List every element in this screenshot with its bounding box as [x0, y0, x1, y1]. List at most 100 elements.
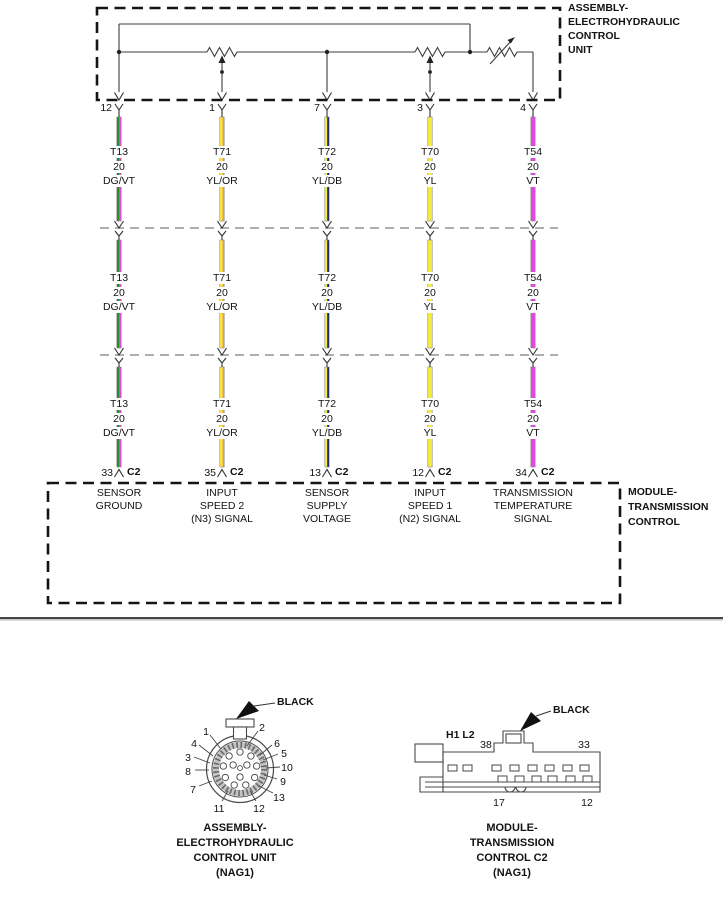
wire-circuit-label: T71: [209, 272, 235, 284]
wire-circuit-label: T72: [314, 146, 340, 158]
tap-up-arrow-icon: [218, 55, 434, 63]
bottom-pin-number: 12: [412, 467, 424, 479]
top-pin-number: 1: [209, 102, 215, 114]
rect-pin-number: 33: [578, 739, 590, 751]
wire-gauge-label: 20: [318, 161, 336, 173]
wire-gauge-label: 20: [110, 413, 128, 425]
round-connector-caption-line: CONTROL UNIT: [193, 852, 277, 864]
ecu-box-label-line: ELECTROHYDRAULIC: [568, 16, 680, 28]
round-connector-diagram: [193, 701, 281, 804]
round-pin-number: 2: [259, 722, 265, 734]
wire-color-label: YL: [420, 301, 440, 313]
signal-name-line: SPEED 2: [199, 500, 245, 512]
wire-gauge-label: 20: [213, 161, 231, 173]
bottom-pin-number: 35: [204, 467, 216, 479]
wire-circuit-label: T70: [417, 398, 443, 410]
bottom-pin-number: 34: [515, 467, 527, 479]
wire-circuit-label: T70: [417, 272, 443, 284]
black-connector-tag: BLACK: [277, 696, 314, 708]
round-pin-number: 3: [185, 752, 191, 764]
signal-name-line: (N3) SIGNAL: [191, 513, 253, 525]
black-arrow-icon: [236, 701, 276, 719]
wire-circuit-label: T72: [314, 398, 340, 410]
rect-connector-caption-line: TRANSMISSION: [469, 837, 555, 849]
ecu-internal-circuit: [113, 23, 539, 102]
module-box-label-line: MODULE-: [628, 486, 677, 498]
wire-color-label: YL/OR: [203, 301, 241, 313]
round-pin-number: 8: [185, 766, 191, 778]
wire-circuit-label: T54: [520, 398, 546, 410]
round-pin-number: 7: [190, 784, 196, 796]
wire-color-label: VT: [523, 175, 543, 187]
module-box-border: [46, 481, 622, 605]
bottom-pin-number: 13: [309, 467, 321, 479]
wire-gauge-label: 20: [421, 413, 439, 425]
signal-name-line: SUPPLY: [306, 500, 348, 512]
wire-gauge-label: 20: [421, 287, 439, 299]
connector-symbols: [114, 103, 538, 478]
top-pin-number: 3: [417, 102, 423, 114]
ecu-box-label-line: UNIT: [568, 44, 593, 56]
signal-name-line: GROUND: [95, 500, 143, 512]
bottom-connector-label: C2: [127, 466, 141, 478]
bottom-connector-label: C2: [335, 466, 349, 478]
wire-color-label: YL: [420, 175, 440, 187]
wire-color-label: DG/VT: [99, 427, 139, 439]
rect-connector-diagram: [414, 710, 601, 793]
resistor-icon: [206, 46, 238, 58]
resistor-icon: [414, 46, 446, 58]
wire-color-label: YL: [420, 427, 440, 439]
rect-pin-number: 17: [493, 797, 505, 809]
signal-name-line: SENSOR: [304, 487, 350, 499]
ecu-box-border: [95, 6, 562, 102]
signal-name-line: VOLTAGE: [302, 513, 352, 525]
round-connector-caption-line: ASSEMBLY-: [203, 822, 267, 834]
round-pin-number: 4: [191, 738, 197, 750]
rect-connector-caption-line: CONTROL C2: [476, 852, 548, 864]
wire-circuit-label: T72: [314, 272, 340, 284]
round-pin-number: 10: [281, 762, 293, 774]
wire-color-label: YL/OR: [203, 427, 241, 439]
wire-color-label: YL/DB: [308, 175, 346, 187]
round-pin-number: 13: [273, 792, 285, 804]
round-pin-number: 6: [274, 738, 280, 750]
wire-gauge-label: 20: [421, 161, 439, 173]
signal-name-line: TEMPERATURE: [493, 500, 573, 512]
signal-name-line: TRANSMISSION: [493, 487, 573, 499]
separator-line: [0, 617, 723, 621]
wire-gauge-label: 20: [524, 413, 542, 425]
round-connector-caption-line: ELECTROHYDRAULIC: [176, 837, 294, 849]
signal-name-line: SIGNAL: [513, 513, 553, 525]
wire-gauge-label: 20: [318, 287, 336, 299]
round-connector-pin-holes: [219, 748, 261, 789]
bottom-connector-label: C2: [438, 466, 452, 478]
variable-resistor-icon: [486, 37, 518, 65]
wire-gauge-label: 20: [213, 413, 231, 425]
wire-circuit-label: T71: [209, 398, 235, 410]
wire-color-label: YL/DB: [308, 301, 346, 313]
wire-gauge-label: 20: [524, 161, 542, 173]
signal-name-line: INPUT: [206, 487, 238, 499]
bottom-connector-label: C2: [230, 466, 244, 478]
signal-name-line: SPEED 1: [407, 500, 453, 512]
wire-color-label: VT: [523, 427, 543, 439]
wire-gauge-label: 20: [213, 287, 231, 299]
round-connector-caption-line: (NAG1): [216, 867, 254, 879]
module-box-label-line: TRANSMISSION: [628, 501, 709, 513]
wire-color-label: YL/OR: [203, 175, 241, 187]
wire-circuit-label: T13: [106, 146, 132, 158]
junction-dot: [116, 49, 473, 74]
wire-circuit-label: T13: [106, 398, 132, 410]
signal-name-line: (N2) SIGNAL: [399, 513, 461, 525]
rect-connector-caption-line: MODULE-: [486, 822, 538, 834]
wire-gauge-label: 20: [110, 287, 128, 299]
wire-color-label: VT: [523, 301, 543, 313]
wire-gauge-label: 20: [524, 287, 542, 299]
black-arrow-icon: [520, 710, 552, 731]
round-pin-number: 11: [213, 803, 225, 815]
wire-circuit-label: T13: [106, 272, 132, 284]
wire-circuit-label: T54: [520, 146, 546, 158]
top-pin-number: 4: [520, 102, 526, 114]
bottom-pin-number: 33: [101, 467, 113, 479]
